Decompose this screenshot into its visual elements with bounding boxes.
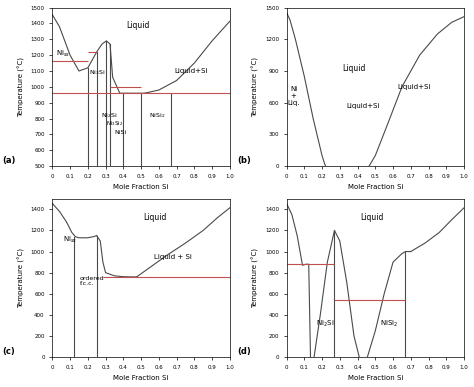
Text: Ni$_{ss}$: Ni$_{ss}$: [63, 235, 77, 245]
Text: NiSi$_2$: NiSi$_2$: [380, 319, 399, 329]
X-axis label: Mole Fraction Si: Mole Fraction Si: [347, 375, 403, 382]
Text: Ni$_3$Si: Ni$_3$Si: [89, 68, 105, 77]
Text: (c): (c): [2, 347, 15, 356]
Y-axis label: Temperature (°C): Temperature (°C): [252, 57, 259, 117]
Text: (d): (d): [237, 347, 251, 356]
Text: Liquid + Si: Liquid + Si: [154, 254, 192, 260]
Text: Liquid: Liquid: [360, 213, 383, 222]
Text: NiSi: NiSi: [114, 130, 127, 135]
Text: Ni$_2$Si: Ni$_2$Si: [100, 111, 117, 120]
Text: Liquid: Liquid: [342, 64, 365, 73]
X-axis label: Mole Fraction Si: Mole Fraction Si: [113, 375, 169, 382]
Text: Ni$_3$Si$_2$: Ni$_3$Si$_2$: [107, 119, 124, 128]
Text: (a): (a): [2, 156, 16, 165]
Text: ordered
f.c.c.: ordered f.c.c.: [80, 276, 104, 286]
Text: Liquid: Liquid: [144, 213, 167, 222]
Text: Ni$_{ss}$: Ni$_{ss}$: [56, 49, 70, 59]
Text: Liquid+Si: Liquid+Si: [398, 84, 431, 90]
Text: Ni
+
Liq.: Ni + Liq.: [287, 86, 300, 106]
Y-axis label: Temperature (°C): Temperature (°C): [252, 248, 259, 308]
X-axis label: Mole Fraction Si: Mole Fraction Si: [113, 184, 169, 190]
Text: Liquid+Si: Liquid+Si: [346, 103, 380, 109]
Text: Ni$_2$Si: Ni$_2$Si: [317, 319, 335, 329]
Text: Liquid+Si: Liquid+Si: [174, 68, 208, 74]
Y-axis label: Temperature (°C): Temperature (°C): [18, 248, 25, 308]
Y-axis label: Temperature (°C): Temperature (°C): [18, 57, 25, 117]
Text: Liquid: Liquid: [126, 21, 149, 30]
Text: NiSi$_2$: NiSi$_2$: [149, 111, 165, 120]
X-axis label: Mole Fraction Si: Mole Fraction Si: [347, 184, 403, 190]
Text: (b): (b): [237, 156, 251, 165]
